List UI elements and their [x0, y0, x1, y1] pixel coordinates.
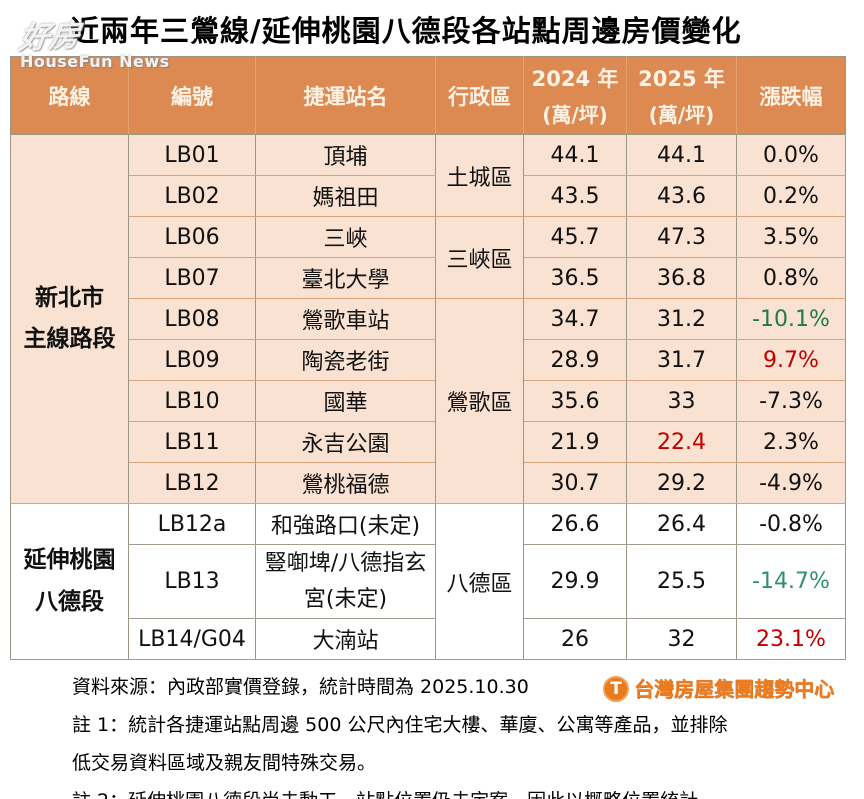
cell-2025: 25.5: [626, 544, 737, 619]
header-change: 漲跌幅: [736, 56, 846, 135]
note1-continued-line: 低交易資料區域及親友間特殊交易。: [72, 752, 377, 774]
cell-station: 臺北大學: [255, 257, 436, 299]
note2-line: 註 2：延伸桃園八德段尚未動工，站點位置仍未定案，因此以概略位置統計。: [72, 782, 852, 799]
note1-line: 註 1：統計各捷運站點周邊 500 公尺內住宅大樓、華廈、公寓等產品，並排除: [72, 714, 728, 736]
header-2025: 2025 年 (萬/坪): [626, 56, 737, 135]
table-row: LB09 陶瓷老街 28.9 31.7 9.7%: [11, 339, 846, 381]
cell-code: LB01: [128, 134, 256, 176]
table-row: LB06 三峽 三峽區 45.7 47.3 3.5%: [11, 216, 846, 299]
cell-station: 和強路口(未定): [255, 503, 436, 545]
station-price-table: 路線 編號 捷運站名 行政區 2024 年 (萬/坪) 2025 年 (萬/坪)…: [10, 56, 846, 660]
header-code: 編號: [128, 56, 256, 135]
cell-2025: 32: [626, 618, 737, 660]
table-row: 新北市 主線路段 LB01 頂埔 土城區 44.1 44.1 0.0%: [10, 134, 846, 504]
cell-2024: 28.9: [523, 339, 627, 381]
table-header: 路線 編號 捷運站名 行政區 2024 年 (萬/坪) 2025 年 (萬/坪)…: [10, 56, 846, 135]
cell-code: LB12a: [128, 503, 256, 545]
cell-code: LB07: [128, 257, 256, 299]
cell-2024: 34.7: [523, 298, 627, 340]
cell-change: 2.3%: [736, 421, 846, 463]
district-group-label: 八德區: [435, 503, 524, 660]
cell-change: -14.7%: [736, 544, 846, 619]
route-group-label: 延伸桃園 八德段: [10, 503, 129, 660]
cell-2024: 36.5: [523, 257, 627, 299]
cell-station: 頂埔: [255, 134, 436, 176]
cell-2025: 33: [626, 380, 737, 422]
district-group-label: 鶯歌區: [435, 298, 524, 504]
district-group-label: 土城區: [435, 134, 524, 217]
header-route: 路線: [10, 56, 129, 135]
footer-notes: T 台灣房屋集團趨勢中心 資料來源：內政部實價登錄，統計時間為 2025.10.…: [72, 668, 852, 799]
header-district: 行政區: [435, 56, 524, 135]
cell-2025: 36.8: [626, 257, 737, 299]
cell-2025: 44.1: [626, 134, 737, 176]
cell-2024: 26.6: [523, 503, 627, 545]
cell-station: 鶯桃福德: [255, 462, 436, 504]
cell-change: 0.2%: [736, 175, 846, 217]
header-station: 捷運站名: [255, 56, 436, 135]
table-row: LB10 國華 35.6 33 -7.3%: [11, 380, 846, 422]
taiwan-housing-logo-text: 台灣房屋集團趨勢中心: [634, 677, 834, 701]
cell-2025: 22.4: [626, 421, 737, 463]
cell-station: 豎啣埤/八德指玄宮(未定): [255, 544, 436, 619]
cell-2024: 30.7: [523, 462, 627, 504]
cell-2024: 45.7: [523, 216, 627, 258]
page-title: 近兩年三鶯線/延伸桃園八德段各站點周邊房價變化: [70, 14, 742, 48]
route-group-label: 新北市 主線路段: [10, 134, 129, 504]
cell-station: 大湳站: [255, 618, 436, 660]
cell-2024: 21.9: [523, 421, 627, 463]
cell-station: 媽祖田: [255, 175, 436, 217]
header-row: 路線 編號 捷運站名 行政區 2024 年 (萬/坪) 2025 年 (萬/坪)…: [10, 56, 846, 135]
table-row: 延伸桃園 八德段 LB12a 和強路口(未定) 八德區 26.6 26.4 -0…: [10, 503, 846, 660]
taiwan-housing-logo-icon: T: [603, 676, 629, 702]
table-row: LB11 永吉公園 21.9 22.4 2.3%: [11, 421, 846, 463]
cell-2025: 31.7: [626, 339, 737, 381]
cell-code: LB02: [128, 175, 256, 217]
cell-change: -4.9%: [736, 462, 846, 504]
cell-change: 0.8%: [736, 257, 846, 299]
cell-change: -7.3%: [736, 380, 846, 422]
cell-2025: 43.6: [626, 175, 737, 217]
cell-2025: 26.4: [626, 503, 737, 545]
header-2024: 2024 年 (萬/坪): [523, 56, 627, 135]
table-row: LB14/G04 大湳站 26 32 23.1%: [11, 618, 846, 660]
cell-code: LB06: [128, 216, 256, 258]
table-row: LB13 豎啣埤/八德指玄宮(未定) 29.9 25.5 -14.7%: [11, 544, 846, 619]
cell-2025: 29.2: [626, 462, 737, 504]
cell-station: 鶯歌車站: [255, 298, 436, 340]
table-row: LB02 媽祖田 43.5 43.6 0.2%: [11, 175, 846, 217]
cell-change: -0.8%: [736, 503, 846, 545]
cell-change: -10.1%: [736, 298, 846, 340]
cell-station: 陶瓷老街: [255, 339, 436, 381]
cell-code: LB14/G04: [128, 618, 256, 660]
cell-change: 9.7%: [736, 339, 846, 381]
cell-code: LB13: [128, 544, 256, 619]
cell-change: 3.5%: [736, 216, 846, 258]
cell-2024: 35.6: [523, 380, 627, 422]
cell-code: LB08: [128, 298, 256, 340]
cell-code: LB09: [128, 339, 256, 381]
cell-2024: 29.9: [523, 544, 627, 619]
cell-station: 永吉公園: [255, 421, 436, 463]
table-row: LB08 鶯歌車站 鶯歌區 34.7 31.2 -10.1%: [11, 298, 846, 504]
data-source-line: 資料來源：內政部實價登錄，統計時間為 2025.10.30: [72, 676, 529, 698]
cell-2024: 43.5: [523, 175, 627, 217]
cell-change: 23.1%: [736, 618, 846, 660]
cell-station: 三峽: [255, 216, 436, 258]
table-row: LB07 臺北大學 36.5 36.8 0.8%: [11, 257, 846, 299]
taiwan-housing-logo: T 台灣房屋集團趨勢中心: [603, 670, 834, 708]
table-row: LB12 鶯桃福德 30.7 29.2 -4.9%: [11, 462, 846, 504]
cell-2025: 31.2: [626, 298, 737, 340]
cell-code: LB10: [128, 380, 256, 422]
cell-change: 0.0%: [736, 134, 846, 176]
district-group-label: 三峽區: [435, 216, 524, 299]
cell-2025: 47.3: [626, 216, 737, 258]
cell-2024: 44.1: [523, 134, 627, 176]
cell-code: LB11: [128, 421, 256, 463]
cell-2024: 26: [523, 618, 627, 660]
cell-station: 國華: [255, 380, 436, 422]
cell-code: LB12: [128, 462, 256, 504]
